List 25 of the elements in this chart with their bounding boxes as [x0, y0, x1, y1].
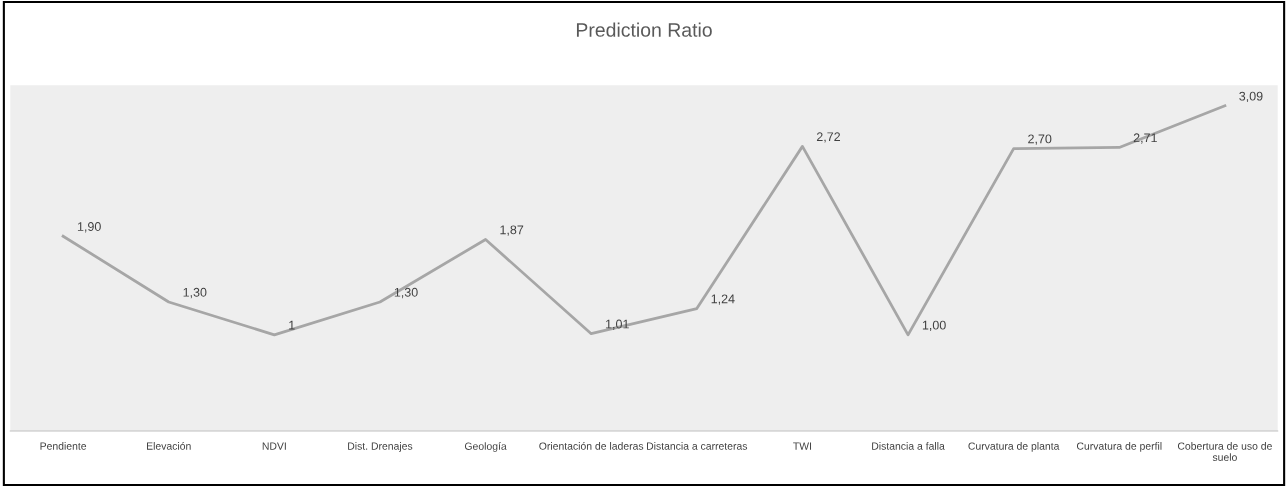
x-tick-label: Elevación	[147, 441, 191, 450]
chart-title: Prediction Ratio	[576, 22, 712, 37]
data-label: 1,30	[394, 287, 418, 299]
data-label: 1,87	[500, 225, 524, 236]
x-tick-label: Orientación de laderas	[539, 441, 644, 450]
data-label: 2,71	[1133, 133, 1157, 144]
data-label: 1,30	[183, 287, 207, 299]
data-label: 2,72	[816, 132, 841, 143]
x-tick-label: Geología	[464, 442, 507, 452]
x-tick-label: Dist. Drenajes	[348, 442, 413, 452]
x-tick-label: TWI	[793, 442, 812, 450]
x-tick-label: Cobertura de uso de suelo	[1177, 442, 1272, 461]
data-label: 1,90	[77, 222, 101, 233]
data-label: 3,09	[1239, 91, 1263, 103]
x-tick-label: Curvatura de planta	[968, 442, 1060, 452]
x-tick-label: Curvatura de perfil	[1076, 442, 1162, 452]
data-label: 1,00	[922, 320, 946, 332]
x-tick-label: Distancia a carreteras	[647, 442, 748, 450]
data-label: 2,70	[1028, 134, 1052, 145]
data-label: 1	[289, 320, 295, 330]
data-label: 1,24	[711, 294, 735, 305]
x-tick-label: NDVI	[262, 442, 286, 450]
x-tick-label: Distancia a falla	[872, 442, 945, 450]
x-tick-label: Pendiente	[40, 442, 87, 450]
data-label: 1,01	[606, 319, 629, 330]
